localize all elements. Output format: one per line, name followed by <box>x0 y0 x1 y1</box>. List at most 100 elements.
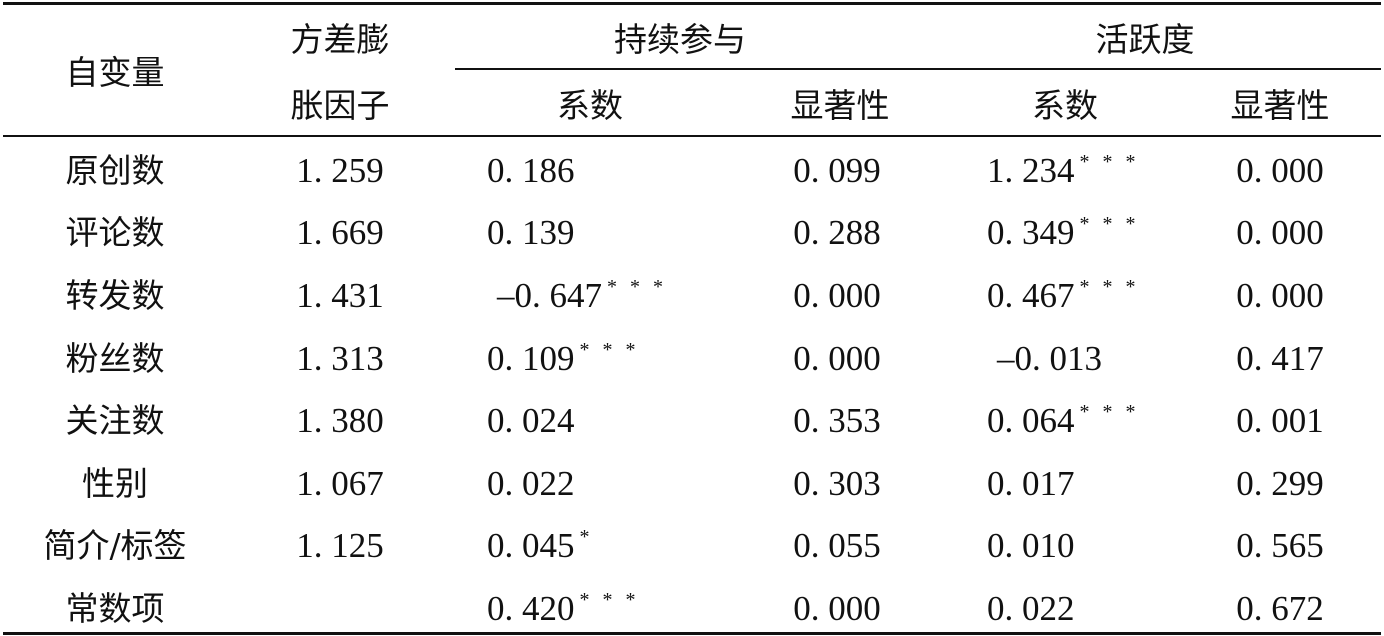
header-vif-line1: 方差膨 <box>290 20 390 59</box>
cell-sig-activity: 0. 000 <box>1236 276 1324 316</box>
cell-vif: 1. 669 <box>296 213 384 253</box>
cell-sig-activity-value: 0. 000 <box>1236 151 1324 190</box>
header-group-activity: 活跃度 <box>1095 20 1195 59</box>
cell-sig-sustained-value: 0. 303 <box>793 464 881 503</box>
header-coef-1: 系数 <box>557 86 623 125</box>
cell-sig-sustained-value: 0. 099 <box>793 151 881 190</box>
cell-coef-sustained: 0. 022 <box>487 464 575 504</box>
cell-coef-sustained-value: 0. 022 <box>487 464 575 503</box>
cell-sig-activity-value: 0. 000 <box>1236 276 1324 315</box>
row-variable: 粉丝数 <box>65 339 165 378</box>
cell-sig-activity: 0. 672 <box>1236 589 1324 629</box>
significance-stars: * * * <box>1079 151 1140 173</box>
cell-sig-sustained-value: 0. 000 <box>793 276 881 315</box>
cell-sig-sustained-value: 0. 288 <box>793 213 881 252</box>
cell-sig-activity: 0. 000 <box>1236 213 1324 253</box>
cell-coef-sustained-value: 0. 186 <box>487 151 575 190</box>
significance-stars: * * * <box>1079 401 1140 423</box>
header-sig-1: 显著性 <box>790 86 890 125</box>
cell-coef-activity: 0. 467 * * * <box>987 276 1140 321</box>
cell-coef-sustained: –0. 647 * * * <box>497 276 667 321</box>
cell-sig-sustained-value: 0. 000 <box>793 339 881 378</box>
cell-coef-activity-value: 0. 064 <box>987 401 1075 440</box>
row-variable: 性别 <box>82 464 148 503</box>
cell-sig-sustained: 0. 000 <box>793 276 881 316</box>
cell-coef-activity-value: –0. 013 <box>997 339 1102 378</box>
cell-coef-sustained: 0. 186 <box>487 151 575 191</box>
cell-vif-value: 1. 380 <box>296 401 384 440</box>
significance-stars: * * * <box>1079 276 1140 298</box>
significance-stars: * * * <box>579 589 640 611</box>
cell-coef-activity-value: 0. 017 <box>987 464 1075 503</box>
cell-sig-sustained: 0. 288 <box>793 213 881 253</box>
significance-stars: * * * <box>579 339 640 361</box>
header-coef-2: 系数 <box>1032 86 1098 125</box>
cell-coef-activity-value: 0. 467 <box>987 276 1075 315</box>
cell-vif: 1. 067 <box>296 464 384 504</box>
cell-coef-sustained-value: –0. 647 <box>497 276 602 315</box>
cell-sig-activity: 0. 565 <box>1236 526 1324 566</box>
group-rule <box>455 68 1381 70</box>
significance-stars: * * * <box>607 276 667 298</box>
header-variable: 自变量 <box>65 53 165 92</box>
cell-coef-sustained-value: 0. 139 <box>487 213 575 252</box>
cell-sig-sustained-value: 0. 353 <box>793 401 881 440</box>
cell-coef-activity: 0. 010 <box>987 526 1075 566</box>
cell-coef-activity-value: 0. 349 <box>987 213 1075 252</box>
significance-stars: * <box>579 526 594 548</box>
significance-stars: * * * <box>1079 213 1140 235</box>
cell-vif-value: 1. 259 <box>296 151 384 190</box>
cell-sig-sustained: 0. 055 <box>793 526 881 566</box>
cell-coef-sustained-value: 0. 024 <box>487 401 575 440</box>
cell-vif-value: 1. 313 <box>296 339 384 378</box>
row-variable: 简介/标签 <box>43 526 187 565</box>
cell-coef-activity: 0. 349 * * * <box>987 213 1140 258</box>
bottom-rule <box>3 632 1381 635</box>
cell-coef-sustained: 0. 109 * * * <box>487 339 640 384</box>
cell-vif-value: 1. 431 <box>296 276 384 315</box>
cell-sig-activity-value: 0. 565 <box>1236 526 1324 565</box>
cell-coef-activity: 0. 022 <box>987 589 1075 629</box>
cell-sig-sustained: 0. 000 <box>793 589 881 629</box>
cell-coef-sustained: 0. 045 * <box>487 526 594 571</box>
cell-coef-sustained: 0. 139 <box>487 213 575 253</box>
cell-coef-activity: 1. 234 * * * <box>987 151 1140 196</box>
row-variable: 转发数 <box>65 276 165 315</box>
row-variable: 关注数 <box>65 401 165 440</box>
cell-sig-sustained: 0. 303 <box>793 464 881 504</box>
header-sig-2: 显著性 <box>1230 86 1330 125</box>
cell-vif: 1. 125 <box>296 526 384 566</box>
cell-coef-sustained-value: 0. 109 <box>487 339 575 378</box>
cell-sig-activity-value: 0. 299 <box>1236 464 1324 503</box>
row-variable: 常数项 <box>65 589 165 628</box>
cell-vif: 1. 313 <box>296 339 384 379</box>
row-variable: 评论数 <box>65 213 165 252</box>
cell-vif: 1. 431 <box>296 276 384 316</box>
cell-coef-activity-value: 1. 234 <box>987 151 1075 190</box>
cell-sig-activity: 0. 299 <box>1236 464 1324 504</box>
cell-coef-sustained: 0. 024 <box>487 401 575 441</box>
cell-sig-activity-value: 0. 000 <box>1236 213 1324 252</box>
cell-coef-sustained-value: 0. 045 <box>487 526 575 565</box>
cell-sig-sustained-value: 0. 055 <box>793 526 881 565</box>
cell-coef-activity: 0. 064 * * * <box>987 401 1140 446</box>
header-group-sustained: 持续参与 <box>614 20 746 59</box>
cell-vif-value: 1. 669 <box>296 213 384 252</box>
cell-sig-activity: 0. 001 <box>1236 401 1324 441</box>
cell-sig-activity: 0. 000 <box>1236 151 1324 191</box>
header-rule <box>3 135 1381 137</box>
cell-coef-activity-value: 0. 010 <box>987 526 1075 565</box>
row-variable: 原创数 <box>65 151 165 190</box>
cell-sig-activity-value: 0. 417 <box>1236 339 1324 378</box>
cell-coef-sustained: 0. 420 * * * <box>487 589 640 634</box>
cell-sig-sustained: 0. 353 <box>793 401 881 441</box>
cell-vif-value: 1. 125 <box>296 526 384 565</box>
cell-sig-sustained: 0. 000 <box>793 339 881 379</box>
cell-sig-activity-value: 0. 672 <box>1236 589 1324 628</box>
cell-coef-activity-value: 0. 022 <box>987 589 1075 628</box>
top-rule <box>3 2 1381 5</box>
cell-coef-activity: –0. 013 <box>997 339 1102 379</box>
cell-sig-sustained-value: 0. 000 <box>793 589 881 628</box>
cell-coef-sustained-value: 0. 420 <box>487 589 575 628</box>
cell-sig-activity: 0. 417 <box>1236 339 1324 379</box>
